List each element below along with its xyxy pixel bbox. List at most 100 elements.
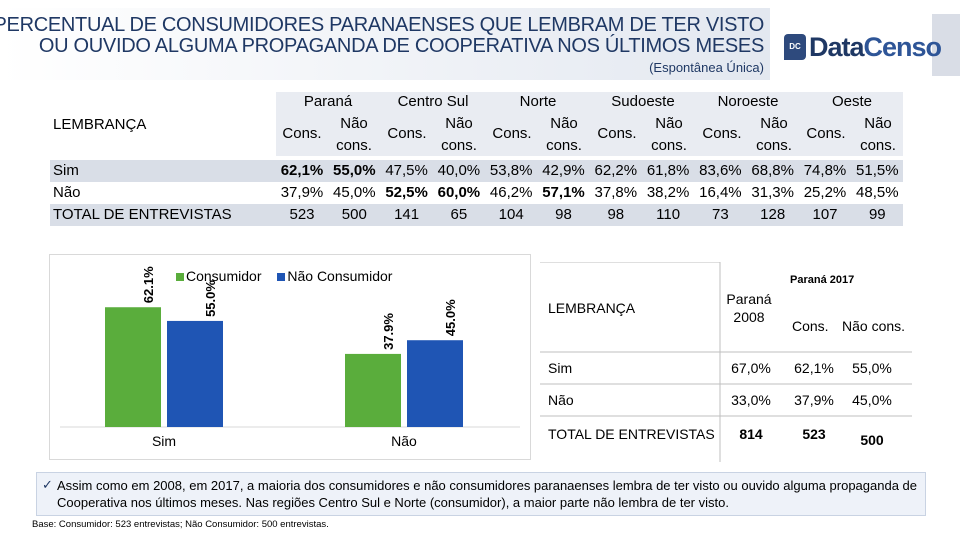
table-cell: 37,9%: [280, 184, 324, 201]
parana-cons-header: Cons.: [792, 318, 829, 334]
chart-legend: Consumidor Não Consumidor: [176, 268, 404, 284]
sub-header-cons: Cons.: [282, 125, 322, 142]
data-label: 55.0%: [203, 280, 218, 317]
sub-header-cons2: cons.: [651, 137, 687, 154]
regional-table-header-band: [276, 92, 903, 156]
table-cell: 52,5%: [385, 184, 428, 201]
region-header: Noroeste: [717, 93, 779, 110]
table-cell: 25,2%: [803, 184, 847, 201]
table-cell: 104: [498, 206, 524, 223]
table-cell: 45,0%: [333, 184, 376, 201]
row-label: TOTAL DE ENTREVISTAS: [53, 206, 232, 223]
table-cell: 37,8%: [594, 184, 638, 201]
parana-lembranca-header: LEMBRANÇA: [548, 300, 636, 316]
parana-cell-2008: 33,0%: [731, 392, 771, 408]
table-cell: 53,8%: [489, 162, 533, 179]
data-label: 37.9%: [381, 313, 396, 350]
table-cell: 73: [712, 206, 729, 223]
data-label: 45.0%: [443, 299, 458, 336]
logo-mark-icon: DC: [784, 34, 806, 60]
bar-nao-consumidor-0: [167, 320, 223, 427]
sub-header-cons: Cons.: [806, 125, 846, 142]
legend-swatch-consumidor: [176, 273, 184, 282]
table-cell: 42,9%: [542, 162, 585, 179]
table-cell: 98: [555, 206, 572, 223]
row-band-total: [50, 204, 903, 226]
table-cell: 55,0%: [333, 162, 376, 179]
conclusion-note: ✓ Assim como em 2008, em 2017, a maioria…: [36, 472, 926, 516]
logo-text-a: Data: [809, 32, 865, 62]
table-cell: 16,4%: [699, 184, 742, 201]
conclusion-text: Assim como em 2008, em 2017, a maioria d…: [57, 478, 917, 510]
legend-swatch-nao-consumidor: [277, 273, 286, 282]
parana-cell-2008: 814: [739, 426, 763, 442]
sub-header-cons: Cons.: [702, 125, 742, 142]
table-cell: 68,8%: [751, 162, 794, 179]
table-cell: 51,5%: [856, 162, 899, 179]
table-cell: 62,1%: [280, 162, 324, 179]
chart-panel: Consumidor Não Consumidor 62.1% 55.0% Sim 3…: [49, 254, 531, 460]
table-cell: 46,2%: [489, 184, 533, 201]
bar-consumidor-0: [105, 307, 161, 427]
parana-cell-2008: 67,0%: [731, 360, 771, 376]
legend-label-consumidor: Consumidor: [186, 268, 262, 284]
sub-header-cons2: cons.: [546, 137, 582, 154]
sub-header-nao: Não: [655, 115, 683, 132]
table-cell: 99: [868, 206, 886, 223]
sub-header-cons2: cons.: [441, 137, 477, 154]
parana-cell-cons: 37,9%: [794, 392, 834, 408]
datacenso-logo: DC DataCenso: [784, 30, 954, 66]
table-cell: 60,0%: [437, 184, 481, 201]
region-header: Sudoeste: [611, 93, 675, 110]
logo-side-panel: [932, 14, 960, 76]
parana-cell-cons: 62,1%: [794, 360, 834, 376]
table-cell: 110: [656, 206, 681, 223]
legend-item-nao-consumidor: Não Consumidor: [277, 268, 392, 284]
table-cell: 98: [607, 206, 625, 223]
sub-header-cons2: cons.: [756, 137, 792, 154]
table-cell: 61,8%: [646, 162, 690, 179]
bar-chart: 62.1% 55.0% Sim 37.9% 45.0% Não: [60, 266, 520, 449]
title-line-1: PERCENTUAL DE CONSUMIDORES PARANAENSES Q…: [0, 14, 764, 36]
table-cell: 48,5%: [856, 184, 899, 201]
sub-header-cons: Cons.: [492, 125, 532, 142]
region-header: Paraná: [303, 93, 353, 110]
table-cell: 107: [812, 206, 838, 223]
sub-header-nao: Não: [550, 115, 578, 132]
legend-label-nao-consumidor: Não Consumidor: [287, 268, 393, 284]
bar-consumidor-1: [345, 353, 401, 427]
parana-2008-header: Paraná 2008: [726, 291, 772, 325]
sub-header-nao: Não: [864, 115, 892, 132]
parana-2017-header: Paraná 2017: [790, 274, 855, 286]
parana-row-label: Sim: [548, 360, 573, 376]
check-icon: ✓: [42, 477, 53, 492]
logo-wordmark: DataCenso: [809, 32, 943, 63]
table-cell: 57,1%: [542, 184, 585, 201]
parana-cell-naocons: 55,0%: [852, 360, 892, 376]
table-cell: 500: [341, 206, 367, 223]
header-band: [0, 8, 770, 80]
parana-table-lines: [540, 262, 912, 462]
base-footnote: Base: Consumidor: 523 entrevistas; Não C…: [32, 519, 329, 530]
table-cell: 47,5%: [385, 162, 428, 179]
bar-nao-consumidor-1: [407, 340, 463, 427]
page-subtitle: (Espontânea Única): [649, 60, 764, 75]
parana-cell-naocons: 45,0%: [852, 392, 892, 408]
row-label: Não: [53, 184, 81, 201]
parana-naocons-header: Não cons.: [842, 318, 906, 334]
legend-item-consumidor: Consumidor: [176, 268, 261, 284]
parana-cell-naocons: 500: [860, 432, 884, 448]
title-line-2: OU OUVIDO ALGUMA PROPAGANDA DE COOPERATI…: [38, 35, 764, 57]
parana-comparison-table: Paraná 2017 LEMBRANÇA Paraná 2008 Cons. …: [540, 262, 912, 462]
table-cell: 74,8%: [803, 162, 847, 179]
region-header: Centro Sul: [397, 93, 469, 110]
row-label: Sim: [53, 162, 79, 179]
table-cell: 128: [760, 206, 786, 223]
sub-header-nao: Não: [340, 115, 368, 132]
table-cell: 83,6%: [699, 162, 742, 179]
logo-text-b: Censo: [863, 32, 943, 62]
sub-header-cons2: cons.: [860, 137, 896, 154]
region-header: Norte: [519, 93, 557, 110]
table-cell: 31,3%: [751, 184, 794, 201]
table-cell: 523: [289, 206, 315, 223]
